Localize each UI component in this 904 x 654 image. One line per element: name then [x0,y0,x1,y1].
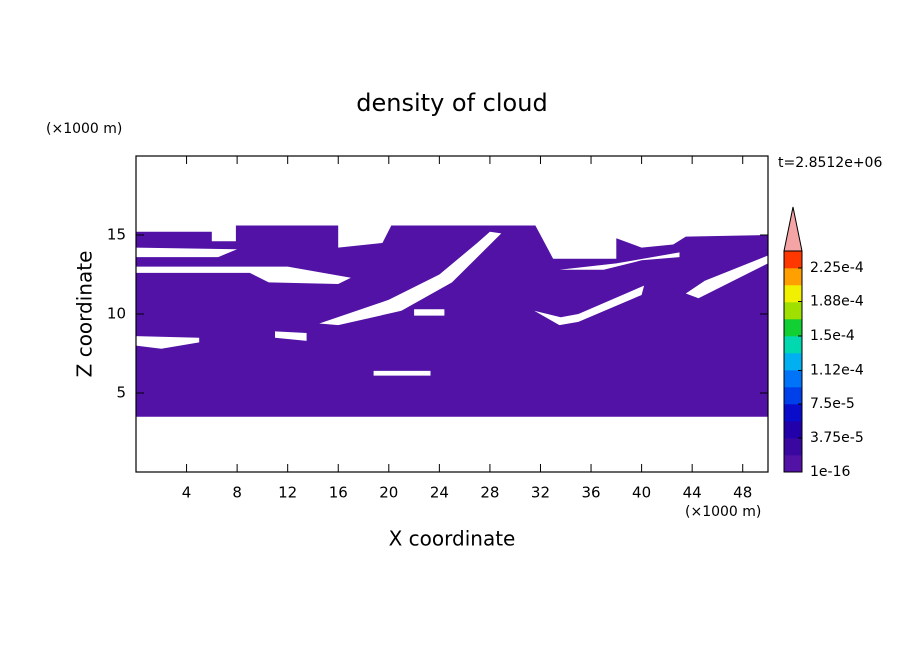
colorbar-band [784,370,802,388]
x-tick-label: 20 [379,484,398,502]
colorbar-frame [783,250,803,473]
colorbar-band [784,353,802,371]
colorbar-extend [783,206,803,252]
colorbar-tick-label: 1e-16 [810,464,850,480]
y-tick-label: 15 [107,226,126,244]
colorbar-tick-label: 3.75e-5 [810,430,864,446]
time-annotation: t=2.8512e+06 [778,155,882,171]
colorbar-tick-label: 1.12e-4 [810,362,864,378]
y-tick-label: 5 [116,384,126,402]
colorbar-band [784,438,802,456]
colorbar-band [784,319,802,337]
y-axis-title: Z coordinate [73,251,97,378]
x-tick-label: 16 [329,484,348,502]
x-tick-label: 36 [581,484,600,502]
colorbar-tick-label: 1.5e-4 [810,328,855,344]
x-tick-label: 44 [683,484,702,502]
colorbar-band [784,404,802,422]
x-tick-label: 4 [182,484,192,502]
colorbar-band [784,336,802,354]
x-tick-label: 28 [480,484,499,502]
cloud-region [136,225,768,417]
y-tick-label: 10 [107,305,126,323]
colorbar-band [784,387,802,405]
colorbar-band [784,455,802,473]
x-tick-label: 8 [232,484,242,502]
x-axis-title: X coordinate [389,527,516,551]
x-tick-label: 12 [278,484,297,502]
x-tick-label: 24 [430,484,449,502]
colorbar-band [784,421,802,439]
x-tick-label: 48 [733,484,752,502]
y-unit: (×1000 m) [46,121,122,137]
x-tick-label: 40 [632,484,651,502]
chart-title: density of cloud [356,89,547,117]
colorbar-band [784,302,802,320]
x-unit: (×1000 m) [685,504,761,520]
colorbar-band [784,268,802,286]
colorbar-band [784,285,802,303]
colorbar-band [784,251,802,269]
colorbar-tick-label: 1.88e-4 [810,294,864,310]
colorbar-tick-label: 2.25e-4 [810,260,864,276]
colorbar-tick-label: 7.5e-5 [810,396,855,412]
x-tick-label: 32 [531,484,550,502]
